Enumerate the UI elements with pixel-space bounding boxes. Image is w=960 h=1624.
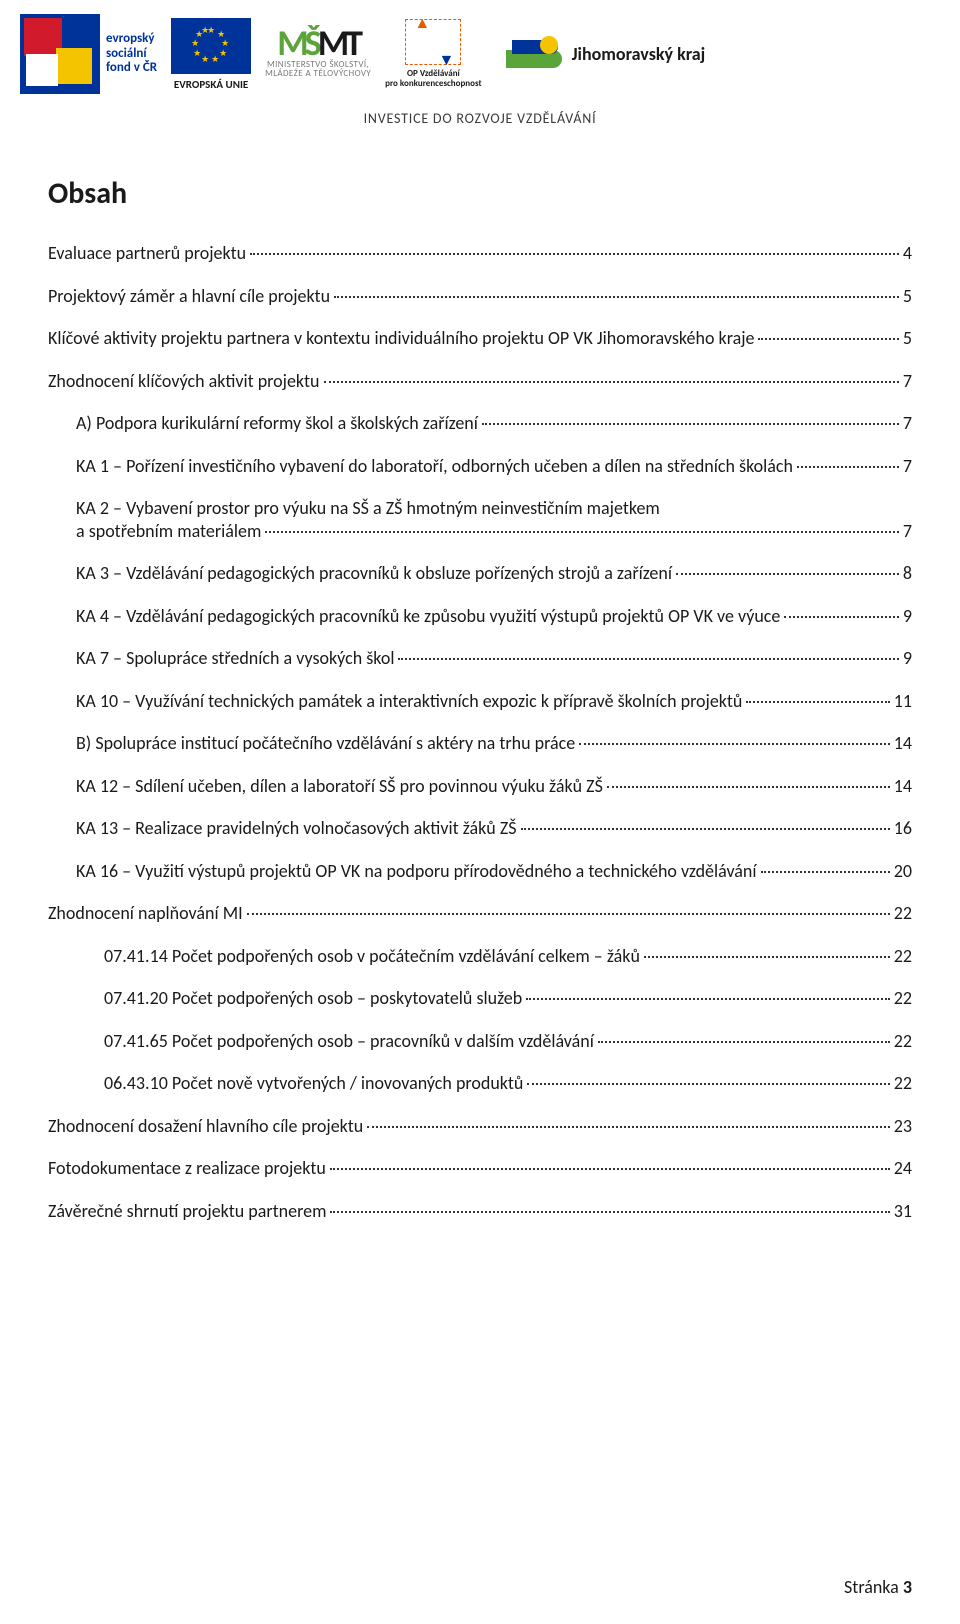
esf-label: evropský sociální fond v ČR	[106, 32, 157, 77]
page-title: Obsah	[48, 175, 912, 212]
eu-flag-icon: ★★ ★★ ★★ ★★ ★★	[171, 18, 251, 74]
footer-page-number: 3	[903, 1576, 912, 1598]
esf-icon	[20, 14, 100, 94]
toc-entry: 07.41.20 Počet podpořených osob – poskyt…	[48, 987, 912, 1010]
eu-logo: ★★ ★★ ★★ ★★ ★★ EVROPSKÁ UNIE	[171, 18, 251, 91]
toc-entry: A) Podpora kurikulární reformy škol a šk…	[48, 412, 912, 435]
toc-entry: 07.41.14 Počet podpořených osob v počáte…	[48, 945, 912, 968]
toc-entry: Fotodokumentace z realizace projektu24	[48, 1157, 912, 1180]
toc-entry: KA 4 – Vzdělávání pedagogických pracovní…	[48, 605, 912, 628]
toc-entry: Evaluace partnerů projektu4	[48, 242, 912, 265]
toc-entry: KA 10 – Využívání technických památek a …	[48, 690, 912, 713]
toc-entry: 07.41.65 Počet podpořených osob – pracov…	[48, 1030, 912, 1053]
eu-label: EVROPSKÁ UNIE	[174, 78, 248, 91]
page-footer: Stránka 3	[844, 1576, 912, 1598]
msmt-icon: MŠMT	[277, 29, 359, 58]
header-logo-row: evropský sociální fond v ČR ★★ ★★ ★★ ★★ …	[0, 0, 960, 98]
toc-entry: KA 1 – Pořízení investičního vybavení do…	[48, 455, 912, 478]
footer-prefix: Stránka	[844, 1576, 903, 1598]
toc-entry: Zhodnocení dosažení hlavního cíle projek…	[48, 1115, 912, 1138]
toc-entry: Zhodnocení naplňování MI22	[48, 902, 912, 925]
esf-logo: evropský sociální fond v ČR	[20, 14, 157, 94]
toc-entry: KA 2 – Vybavení prostor pro výuku na SŠ …	[48, 497, 912, 542]
toc-entry: KA 13 – Realizace pravidelných volnočaso…	[48, 817, 912, 840]
opvk-icon: ▲ ▼	[405, 19, 461, 65]
toc-entry: KA 12 – Sdílení učeben, dílen a laborato…	[48, 775, 912, 798]
toc-entry: KA 3 – Vzdělávání pedagogických pracovní…	[48, 562, 912, 585]
investice-tagline: INVESTICE DO ROZVOJE VZDĚLÁVÁNÍ	[0, 110, 960, 127]
toc-entry: 06.43.10 Počet nově vytvořených / inovov…	[48, 1072, 912, 1095]
toc-entry: KA 16 – Využití výstupů projektů OP VK n…	[48, 860, 912, 883]
jmk-label: Jihomoravský kraj	[572, 43, 706, 65]
toc-entry: Projektový záměr a hlavní cíle projektu5	[48, 285, 912, 308]
toc-entry: Závěrečné shrnutí projektu partnerem31	[48, 1200, 912, 1223]
toc-content: Obsah Evaluace partnerů projektu4 Projek…	[0, 175, 960, 1222]
toc-entry: Zhodnocení klíčových aktivit projektu7	[48, 370, 912, 393]
opvk-logo: ▲ ▼ OP Vzdělávání pro konkurenceschopnos…	[385, 19, 481, 89]
opvk-label: OP Vzdělávání pro konkurenceschopnost	[385, 69, 481, 89]
jmk-icon	[506, 36, 562, 72]
toc-entry: B) Spolupráce institucí počátečního vzdě…	[48, 732, 912, 755]
toc-entry: KA 7 – Spolupráce středních a vysokých š…	[48, 647, 912, 670]
jmk-logo: Jihomoravský kraj	[506, 36, 706, 72]
msmt-label: MINISTERSTVO ŠKOLSTVÍ, MLÁDEŽE A TĚLOVÝC…	[265, 60, 371, 80]
toc-entry: Klíčové aktivity projektu partnera v kon…	[48, 327, 912, 350]
msmt-logo: MŠMT MINISTERSTVO ŠKOLSTVÍ, MLÁDEŽE A TĚ…	[265, 29, 371, 80]
